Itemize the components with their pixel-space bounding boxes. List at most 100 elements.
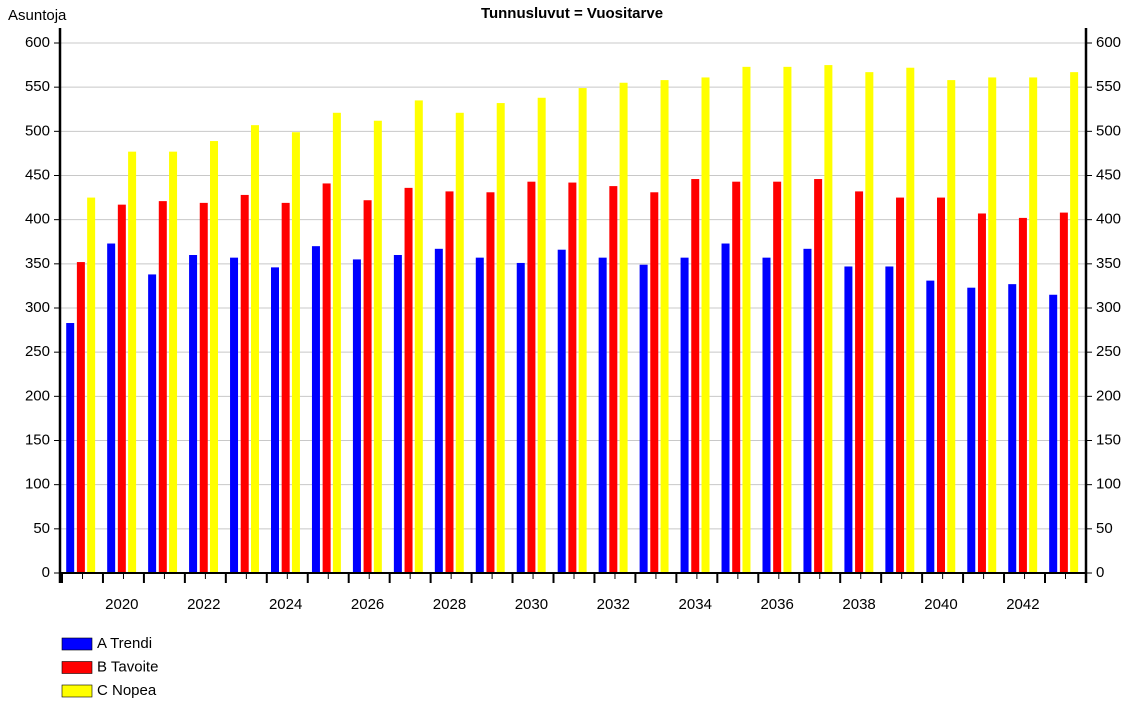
y-tick-label: 450	[25, 166, 50, 183]
bar	[107, 243, 116, 573]
bar	[281, 202, 290, 573]
y-tick-label: 350	[25, 255, 50, 272]
bar	[568, 182, 577, 574]
bar	[773, 181, 782, 573]
bar	[322, 183, 331, 573]
y-tick-label: 0	[42, 564, 50, 581]
bar	[701, 77, 710, 573]
bar	[445, 191, 454, 573]
x-tick-label: 2022	[187, 596, 220, 613]
bar	[486, 192, 495, 574]
y2-tick-label: 150	[1096, 431, 1121, 448]
x-tick-label: 2038	[842, 596, 875, 613]
bar	[363, 200, 372, 573]
bar	[1059, 212, 1068, 573]
bar	[270, 267, 279, 573]
bar	[947, 80, 956, 573]
x-tick-label: 2034	[679, 596, 712, 613]
bar	[250, 125, 259, 574]
bar	[721, 243, 730, 573]
bar	[189, 255, 198, 573]
y-tick-label: 600	[25, 34, 50, 51]
x-tick-label: 2020	[105, 596, 138, 613]
bar	[557, 249, 566, 573]
y2-tick-label: 400	[1096, 211, 1121, 228]
y-axis-label: Asuntoja	[8, 7, 67, 24]
y2-tick-label: 250	[1096, 343, 1121, 360]
bar	[291, 132, 300, 573]
bar	[803, 248, 812, 574]
bar	[434, 248, 443, 574]
bar	[230, 257, 239, 573]
y2-tick-label: 350	[1096, 255, 1121, 272]
y2-tick-label: 0	[1096, 564, 1104, 581]
bar	[66, 323, 75, 573]
y-tick-label: 300	[25, 299, 50, 316]
y2-tick-label: 100	[1096, 476, 1121, 493]
bar	[117, 204, 126, 573]
y-tick-label: 400	[25, 211, 50, 228]
bar	[865, 72, 874, 574]
bar	[650, 192, 659, 574]
bar	[1049, 294, 1058, 573]
bar	[762, 257, 771, 573]
legend-swatch	[61, 684, 93, 698]
bar	[855, 191, 864, 573]
legend-label: B Tavoite	[97, 658, 158, 675]
bar	[373, 120, 382, 573]
y2-tick-label: 300	[1096, 299, 1121, 316]
bar	[311, 246, 320, 573]
bar	[148, 274, 157, 573]
y-tick-label: 250	[25, 343, 50, 360]
bar	[609, 186, 618, 573]
bar	[660, 80, 669, 573]
legend-swatch	[61, 637, 93, 651]
legend-label: C Nopea	[97, 682, 157, 699]
bar	[598, 257, 607, 573]
y2-tick-label: 200	[1096, 387, 1121, 404]
bar	[936, 197, 945, 574]
x-tick-label: 2040	[924, 596, 957, 613]
bar	[691, 179, 700, 574]
y-tick-label: 150	[25, 431, 50, 448]
x-tick-label: 2030	[515, 596, 548, 613]
y2-tick-label: 550	[1096, 78, 1121, 95]
bar	[404, 187, 413, 573]
bar	[158, 201, 167, 573]
bar	[332, 112, 341, 574]
bar	[619, 82, 628, 573]
y-tick-label: 50	[33, 520, 50, 537]
y-tick-label: 100	[25, 476, 50, 493]
bar	[680, 257, 689, 573]
x-tick-label: 2028	[433, 596, 466, 613]
bar	[906, 67, 915, 573]
x-tick-label: 2032	[597, 596, 630, 613]
bar	[742, 66, 751, 573]
bar	[210, 141, 219, 574]
legend-swatch	[61, 661, 93, 674]
bar	[393, 255, 402, 573]
y2-tick-label: 500	[1096, 122, 1121, 139]
bar	[844, 266, 853, 573]
bar	[977, 213, 986, 573]
legend-label: A Trendi	[97, 635, 152, 652]
y-tick-label: 550	[25, 78, 50, 95]
bar	[240, 194, 249, 573]
bar	[896, 197, 905, 574]
y2-tick-label: 450	[1096, 166, 1121, 183]
y2-tick-label: 50	[1096, 520, 1113, 537]
bar	[926, 280, 935, 573]
bar	[496, 103, 505, 574]
bar	[475, 257, 484, 573]
y2-tick-label: 600	[1096, 34, 1121, 51]
bar	[199, 202, 208, 573]
bar	[352, 259, 361, 573]
y-tick-label: 200	[25, 387, 50, 404]
bar	[1029, 77, 1038, 573]
bar	[169, 151, 178, 573]
x-tick-label: 2036	[760, 596, 793, 613]
bar	[578, 88, 587, 574]
x-tick-label: 2026	[351, 596, 384, 613]
bar	[783, 66, 792, 573]
